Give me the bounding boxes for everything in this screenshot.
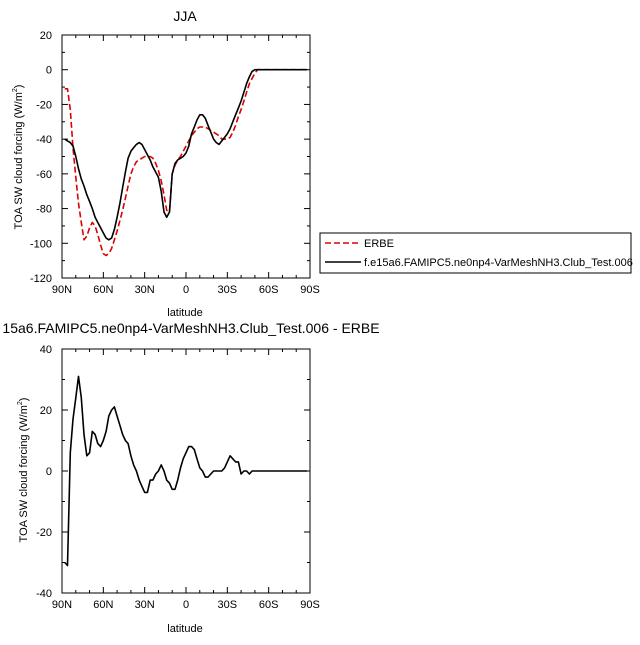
bottom-chart-plot-area: 90N 60N 30N 0 30S 60S 90S 40 20 0 -20 -40	[36, 344, 320, 611]
bottom-ytick-label: 0	[46, 466, 52, 478]
top-chart-xlabel: latitude	[167, 307, 202, 319]
bottom-xtick-label: 30S	[218, 599, 238, 611]
top-ytick-label: -100	[30, 238, 52, 250]
legend-label-erbe: ERBE	[364, 238, 394, 250]
bottom-chart-panel: 15a6.FAMIPC5.ne0np4-VarMeshNH3.Club_Test…	[2, 320, 379, 635]
bottom-chart-ylabel: TOA SW cloud forcing (W/m2)	[17, 398, 30, 543]
top-xtick-label: 30S	[218, 284, 238, 296]
top-series-line-1	[64, 68, 308, 241]
top-ytick-label: 0	[46, 65, 52, 77]
bottom-ytick-label: -20	[36, 527, 52, 539]
bottom-ytick-label: 20	[40, 405, 52, 417]
bottom-ytick-label: 40	[40, 344, 52, 356]
bottom-xtick-label: 30N	[135, 599, 155, 611]
top-ytick-label: -20	[36, 99, 52, 111]
bottom-chart-ylabel-main: TOA SW cloud forcing (W/m	[18, 405, 30, 542]
top-chart-ylabel-tail: )	[13, 85, 25, 89]
bottom-ytick-label: -40	[36, 588, 52, 600]
top-ytick-label: -80	[36, 204, 52, 216]
bottom-xtick-label: 60N	[93, 599, 113, 611]
top-xtick-label: 0	[183, 284, 189, 296]
top-chart-ylabel-main: TOA SW cloud forcing (W/m	[13, 92, 25, 229]
bottom-chart-title: 15a6.FAMIPC5.ne0np4-VarMeshNH3.Club_Test…	[2, 320, 379, 336]
top-ytick-label: -120	[30, 273, 52, 285]
top-ytick-label: 20	[40, 30, 52, 42]
top-ytick-label: -40	[36, 134, 52, 146]
bottom-xtick-label: 0	[183, 599, 189, 611]
top-chart-legend: ERBE f.e15a6.FAMIPC5.ne0np4-VarMeshNH3.C…	[319, 232, 633, 274]
top-xtick-label: 60N	[93, 284, 113, 296]
top-xtick-label: 90N	[52, 284, 72, 296]
top-ytick-label: -60	[36, 169, 52, 181]
bottom-chart-ylabel-tail: )	[18, 398, 30, 402]
bottom-series-line-0	[64, 375, 308, 567]
bottom-xtick-label: 60S	[259, 599, 279, 611]
top-xtick-label: 30N	[135, 284, 155, 296]
top-xtick-label: 90S	[300, 284, 320, 296]
legend-box	[319, 232, 632, 274]
top-chart-title: JJA	[173, 8, 197, 24]
bottom-chart-ylabel-sup: 2	[17, 401, 24, 405]
top-chart-panel: JJA 90N 60N 30N 0 30S 60S 90S 20 0 -20 -40 -60 -80 -1…	[12, 8, 633, 319]
bottom-chart-xlabel: latitude	[167, 623, 202, 635]
bottom-xtick-label: 90S	[300, 599, 320, 611]
top-chart-ylabel-sup: 2	[12, 88, 19, 92]
top-chart-plot-area: 90N 60N 30N 0 30S 60S 90S 20 0 -20 -40 -60 -80 -100 -1…	[30, 30, 320, 296]
legend-label-model: f.e15a6.FAMIPC5.ne0np4-VarMeshNH3.Club_T…	[364, 257, 633, 269]
bottom-xtick-label: 90N	[52, 599, 72, 611]
top-xtick-label: 60S	[259, 284, 279, 296]
top-chart-ylabel: TOA SW cloud forcing (W/m2)	[12, 85, 25, 230]
